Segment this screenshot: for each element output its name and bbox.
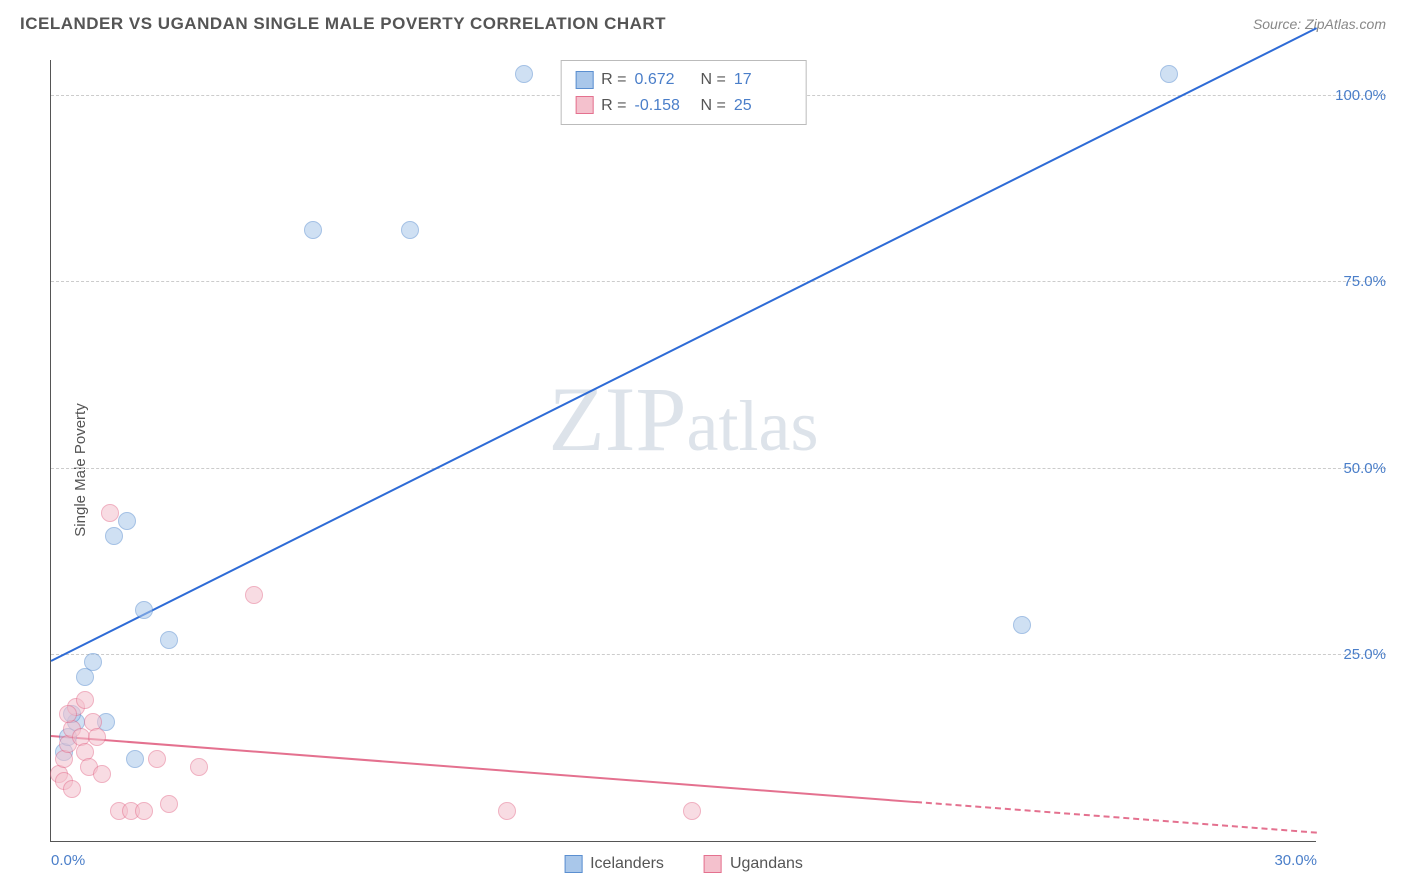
watermark: ZIPatlas	[549, 366, 819, 472]
legend-swatch	[575, 96, 593, 114]
scatter-point	[1013, 616, 1031, 634]
gridline	[51, 281, 1386, 282]
gridline	[51, 654, 1386, 655]
scatter-point	[160, 795, 178, 813]
y-tick-label: 100.0%	[1321, 87, 1386, 104]
legend-label: Icelanders	[590, 855, 664, 873]
scatter-point	[304, 221, 322, 239]
r-label: R =	[601, 93, 626, 119]
legend-swatch	[575, 71, 593, 89]
scatter-point	[190, 758, 208, 776]
legend-row: R = -0.158 N = 25	[575, 93, 792, 119]
legend-label: Ugandans	[730, 855, 803, 873]
chart-title: ICELANDER VS UGANDAN SINGLE MALE POVERTY…	[20, 14, 666, 34]
legend-row: R = 0.672 N = 17	[575, 67, 792, 93]
y-tick-label: 75.0%	[1321, 273, 1386, 290]
y-tick-label: 50.0%	[1321, 460, 1386, 477]
scatter-point	[76, 691, 94, 709]
scatter-point	[63, 780, 81, 798]
series-legend: Icelanders Ugandans	[564, 855, 803, 873]
header: ICELANDER VS UGANDAN SINGLE MALE POVERTY…	[0, 0, 1406, 48]
y-tick-label: 25.0%	[1321, 646, 1386, 663]
scatter-point	[135, 601, 153, 619]
scatter-point	[105, 527, 123, 545]
correlation-legend: R = 0.672 N = 17 R = -0.158 N = 25	[560, 60, 807, 125]
scatter-point	[93, 765, 111, 783]
scatter-point	[59, 705, 77, 723]
scatter-point	[515, 65, 533, 83]
scatter-point	[498, 802, 516, 820]
r-value: 0.672	[635, 67, 693, 93]
scatter-point	[84, 653, 102, 671]
chart-area: Single Male Poverty ZIPatlas 25.0%50.0%7…	[0, 48, 1406, 892]
scatter-point	[118, 512, 136, 530]
n-value: 25	[734, 93, 792, 119]
scatter-point	[101, 504, 119, 522]
x-tick-label: 30.0%	[1274, 852, 1317, 869]
scatter-point	[126, 750, 144, 768]
scatter-point	[135, 802, 153, 820]
r-label: R =	[601, 67, 626, 93]
n-value: 17	[734, 67, 792, 93]
scatter-point	[683, 802, 701, 820]
scatter-point	[245, 586, 263, 604]
x-tick-label: 0.0%	[51, 852, 85, 869]
source-attribution: Source: ZipAtlas.com	[1253, 16, 1386, 32]
trend-line	[51, 735, 916, 803]
n-label: N =	[701, 93, 726, 119]
scatter-point	[88, 728, 106, 746]
scatter-point	[148, 750, 166, 768]
trend-line	[916, 801, 1317, 834]
legend-item: Icelanders	[564, 855, 664, 873]
legend-item: Ugandans	[704, 855, 803, 873]
gridline	[51, 468, 1386, 469]
r-value: -0.158	[635, 93, 693, 119]
scatter-point	[1160, 65, 1178, 83]
scatter-point	[401, 221, 419, 239]
scatter-point	[160, 631, 178, 649]
legend-swatch	[564, 855, 582, 873]
n-label: N =	[701, 67, 726, 93]
legend-swatch	[704, 855, 722, 873]
plot-area: ZIPatlas 25.0%50.0%75.0%100.0%0.0%30.0%R…	[50, 60, 1316, 842]
